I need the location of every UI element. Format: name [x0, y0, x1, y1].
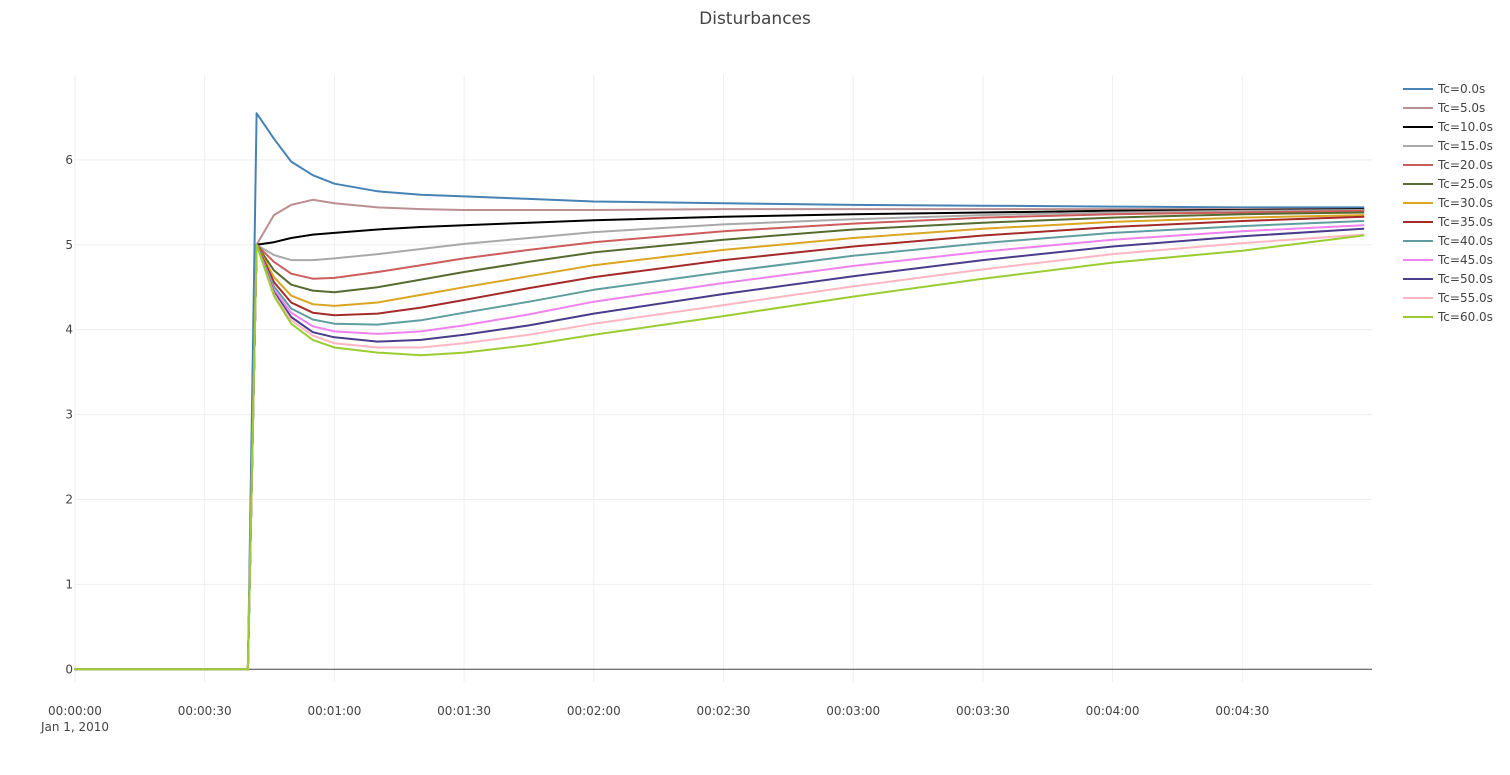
x-axis-date-label: Jan 1, 2010	[40, 720, 109, 734]
legend-label: Tc=0.0s	[1437, 82, 1485, 96]
legend-label: Tc=40.0s	[1437, 234, 1493, 248]
grid	[74, 75, 1372, 682]
x-tick-label: 00:04:00	[1086, 704, 1140, 718]
series-line-tc-20-0s	[74, 209, 1365, 671]
series-line-tc-35-0s	[74, 215, 1365, 671]
legend-item-tc-30-0s[interactable]: Tc=30.0s	[1403, 196, 1493, 210]
x-tick-label: 00:01:00	[307, 704, 361, 718]
x-tick-label: 00:00:00	[48, 704, 102, 718]
legend-label: Tc=35.0s	[1437, 215, 1493, 229]
legend[interactable]: Tc=0.0s Tc=5.0s Tc=10.0s Tc=15.0s Tc=20.0s Tc…	[1403, 82, 1493, 324]
x-tick-label: 00:03:30	[956, 704, 1010, 718]
y-tick-label: 1	[65, 577, 73, 591]
series-line-tc-15-0s	[74, 209, 1365, 671]
series-line-tc-25-0s	[74, 211, 1365, 671]
legend-label: Tc=20.0s	[1437, 158, 1493, 172]
legend-item-tc-15-0s[interactable]: Tc=15.0s	[1403, 139, 1493, 153]
legend-item-tc-0-0s[interactable]: Tc=0.0s	[1403, 82, 1485, 96]
plot-area	[74, 112, 1365, 671]
series-line-tc-45-0s	[74, 224, 1365, 671]
x-tick-label: 00:01:30	[437, 704, 491, 718]
legend-label: Tc=50.0s	[1437, 272, 1493, 286]
chart-title: Disturbances	[699, 9, 811, 29]
legend-item-tc-50-0s[interactable]: Tc=50.0s	[1403, 272, 1493, 286]
legend-item-tc-60-0s[interactable]: Tc=60.0s	[1403, 310, 1493, 324]
legend-label: Tc=55.0s	[1437, 291, 1493, 305]
legend-item-tc-5-0s[interactable]: Tc=5.0s	[1403, 101, 1485, 115]
legend-item-tc-20-0s[interactable]: Tc=20.0s	[1403, 158, 1493, 172]
legend-label: Tc=25.0s	[1437, 177, 1493, 191]
legend-label: Tc=10.0s	[1437, 120, 1493, 134]
x-tick-label: 00:03:00	[826, 704, 880, 718]
legend-item-tc-55-0s[interactable]: Tc=55.0s	[1403, 291, 1493, 305]
y-tick-label: 2	[65, 492, 73, 506]
x-tick-label: 00:00:30	[178, 704, 232, 718]
series-line-tc-50-0s	[74, 227, 1365, 671]
series-line-tc-40-0s	[74, 220, 1365, 671]
legend-label: Tc=45.0s	[1437, 253, 1493, 267]
legend-item-tc-45-0s[interactable]: Tc=45.0s	[1403, 253, 1493, 267]
legend-label: Tc=30.0s	[1437, 196, 1493, 210]
series-line-tc-0-0s	[74, 112, 1365, 671]
x-tick-label: 00:04:30	[1215, 704, 1269, 718]
legend-item-tc-40-0s[interactable]: Tc=40.0s	[1403, 234, 1493, 248]
series-line-tc-60-0s	[74, 234, 1365, 671]
x-tick-label: 00:02:00	[567, 704, 621, 718]
y-axis: 0 1 2 3 4 5 6	[65, 153, 73, 676]
legend-label: Tc=60.0s	[1437, 310, 1493, 324]
legend-label: Tc=5.0s	[1437, 101, 1485, 115]
legend-item-tc-10-0s[interactable]: Tc=10.0s	[1403, 120, 1493, 134]
legend-item-tc-35-0s[interactable]: Tc=35.0s	[1403, 215, 1493, 229]
y-tick-label: 5	[65, 238, 73, 252]
y-tick-label: 6	[65, 153, 73, 167]
y-tick-label: 0	[65, 662, 73, 676]
legend-label: Tc=15.0s	[1437, 139, 1493, 153]
series-line-tc-10-0s	[74, 208, 1365, 671]
y-tick-label: 4	[65, 323, 73, 337]
series-line-tc-55-0s	[74, 233, 1365, 671]
series-line-tc-5-0s	[74, 198, 1365, 671]
legend-item-tc-25-0s[interactable]: Tc=25.0s	[1403, 177, 1493, 191]
y-tick-label: 3	[65, 408, 73, 422]
x-axis: 00:00:00 00:00:30 00:01:00 00:01:30 00:02:00…	[48, 704, 1269, 718]
series-line-tc-30-0s	[74, 214, 1365, 671]
x-tick-label: 00:02:30	[697, 704, 751, 718]
